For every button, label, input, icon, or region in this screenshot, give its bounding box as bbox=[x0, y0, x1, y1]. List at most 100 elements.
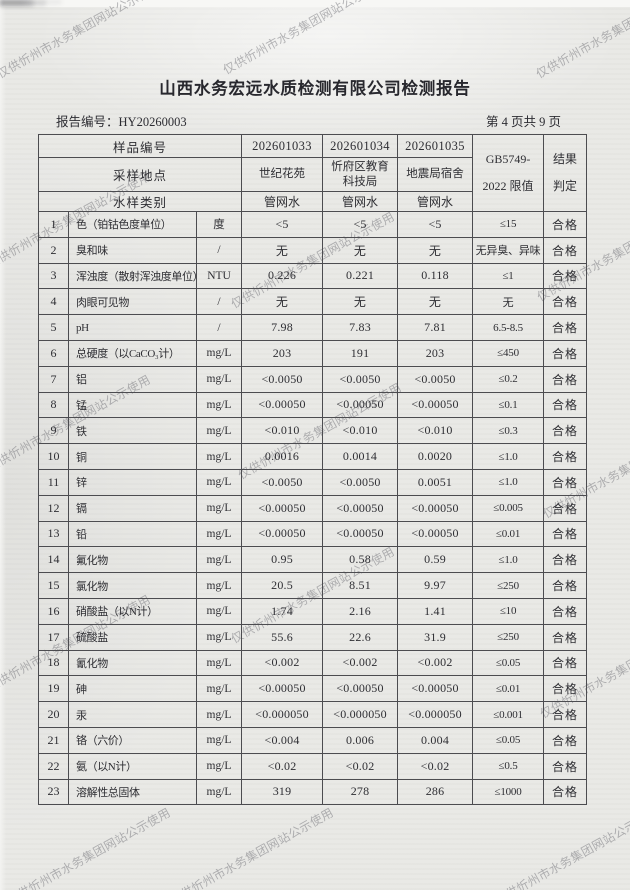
limit-value: ≤15 bbox=[472, 211, 545, 238]
sample2-value: <0.0050 bbox=[322, 468, 399, 496]
parameter-row: 3 浑浊度（散射浑浊度单位） NTU 0.226 0.221 0.118 ≤1 … bbox=[38, 262, 588, 290]
sample1-value: 203 bbox=[241, 339, 324, 367]
result-column-header: 结果 判定 bbox=[543, 134, 588, 212]
sample3-value: <0.00050 bbox=[397, 494, 474, 522]
result-value: 合格 bbox=[543, 417, 588, 445]
limit-value: ≤0.001 bbox=[472, 701, 545, 728]
result-header-line2: 判定 bbox=[553, 178, 578, 193]
sample3-value: <0.000050 bbox=[397, 701, 474, 728]
parameter-unit: mg/L bbox=[195, 597, 243, 625]
parameter-name: 锌 bbox=[68, 468, 197, 496]
scan-artifact bbox=[0, 0, 24, 5]
result-value: 合格 bbox=[543, 339, 588, 367]
row-number: 21 bbox=[38, 726, 69, 754]
limit-header-line2: 2022 限值 bbox=[482, 178, 534, 193]
parameter-name: 硝酸盐（以N计） bbox=[68, 597, 197, 625]
parameter-unit: / bbox=[195, 314, 243, 341]
result-value: 合格 bbox=[543, 236, 588, 264]
sample3-value: 7.81 bbox=[397, 314, 474, 341]
limit-value: ≤10 bbox=[472, 597, 545, 625]
limit-value: ≤0.01 bbox=[472, 520, 545, 548]
row-number: 12 bbox=[38, 494, 69, 522]
sample1-value: <0.02 bbox=[241, 752, 324, 780]
parameter-row: 6 总硬度（以CaCO₃计） mg/L 203 191 203 ≤450 合格 bbox=[38, 339, 588, 367]
parameter-unit: mg/L bbox=[195, 494, 243, 522]
parameter-row: 8 锰 mg/L <0.00050 <0.00050 <0.00050 ≤0.1… bbox=[38, 391, 588, 419]
sample3-value: 203 bbox=[397, 339, 474, 367]
water-type-label: 水样类别 bbox=[37, 191, 243, 212]
result-value: 合格 bbox=[543, 288, 588, 316]
result-value: 合格 bbox=[543, 726, 588, 754]
result-value: 合格 bbox=[543, 752, 588, 780]
limit-value: ≤1.0 bbox=[472, 468, 545, 496]
scan-edge-top bbox=[0, 0, 630, 7]
sample2-value: 无 bbox=[322, 288, 399, 316]
sample1-value: 319 bbox=[241, 778, 324, 806]
sample3-value: <0.0050 bbox=[397, 365, 474, 393]
parameter-name: pH bbox=[68, 314, 197, 341]
sample2-value: <5 bbox=[322, 211, 399, 238]
sample2-value: 7.83 bbox=[322, 314, 399, 341]
limit-value: ≤0.3 bbox=[472, 417, 545, 445]
parameter-name: 铁 bbox=[68, 417, 197, 445]
parameter-unit: mg/L bbox=[195, 365, 243, 393]
parameter-name: 溶解性总固体 bbox=[68, 778, 197, 806]
parameter-name: 铬（六价） bbox=[68, 726, 197, 754]
header-row-water-type: 水样类别 管网水 管网水 管网水 bbox=[37, 191, 587, 212]
header-row-sample-id: 样品编号 202601033 202601034 202601035 GB574… bbox=[37, 134, 588, 212]
result-value: 合格 bbox=[543, 211, 588, 238]
sample1-value: 7.98 bbox=[241, 314, 324, 341]
water-type-3: 管网水 bbox=[397, 191, 474, 212]
scan-artifact bbox=[0, 0, 30, 5]
result-value: 合格 bbox=[543, 623, 588, 651]
sample2-value: 0.006 bbox=[322, 726, 399, 754]
parameter-row: 5 pH / 7.98 7.83 7.81 6.5-8.5 合格 bbox=[38, 314, 588, 341]
row-number: 19 bbox=[38, 675, 69, 703]
parameter-row: 14 氟化物 mg/L 0.95 0.58 0.59 ≤1.0 合格 bbox=[38, 546, 588, 574]
parameter-name: 色（铂钴色度单位） bbox=[68, 211, 197, 238]
parameter-row: 20 汞 mg/L <0.000050 <0.000050 <0.000050 … bbox=[38, 701, 588, 728]
sample2-value: <0.00050 bbox=[322, 494, 399, 522]
row-number: 16 bbox=[38, 597, 69, 625]
location-1: 世纪花苑 bbox=[241, 157, 324, 192]
limit-value: ≤0.005 bbox=[472, 494, 545, 522]
sample2-value: 8.51 bbox=[322, 572, 399, 599]
row-number: 9 bbox=[38, 417, 69, 445]
row-number: 20 bbox=[38, 701, 69, 728]
limit-value: 无异臭、异味 bbox=[472, 236, 545, 264]
sample2-value: 22.6 bbox=[322, 623, 399, 651]
scan-edge-left bbox=[0, 0, 6, 890]
row-number: 10 bbox=[38, 443, 69, 470]
sample1-value: 无 bbox=[241, 288, 324, 316]
row-number: 15 bbox=[38, 572, 69, 599]
parameter-name: 氯化物 bbox=[68, 572, 197, 599]
result-value: 合格 bbox=[543, 314, 588, 341]
parameter-row: 7 铝 mg/L <0.0050 <0.0050 <0.0050 ≤0.2 合格 bbox=[38, 365, 588, 393]
sample1-value: <0.00050 bbox=[241, 494, 324, 522]
parameter-row: 19 砷 mg/L <0.00050 <0.00050 <0.00050 ≤0.… bbox=[38, 675, 588, 703]
sample1-value: <0.0050 bbox=[241, 468, 324, 496]
row-number: 22 bbox=[38, 752, 69, 780]
sample1-value: <0.00050 bbox=[241, 675, 324, 703]
parameter-name: 氨（以N计） bbox=[68, 752, 197, 780]
sample1-value: <5 bbox=[241, 211, 324, 238]
limit-column-header: GB5749- 2022 限值 bbox=[472, 134, 545, 212]
parameter-unit: mg/L bbox=[195, 572, 243, 599]
result-value: 合格 bbox=[543, 572, 588, 599]
sample1-value: <0.00050 bbox=[241, 520, 324, 548]
limit-value: ≤1.0 bbox=[472, 546, 545, 574]
results-tbody: 1 色（铂钴色度单位） 度 <5 <5 <5 ≤15 合格 2 臭和味 / 无 … bbox=[38, 211, 588, 806]
parameter-name: 氰化物 bbox=[68, 649, 197, 677]
parameter-unit: / bbox=[195, 236, 243, 264]
limit-header-line1: GB5749- bbox=[485, 152, 531, 167]
limit-value: ≤0.05 bbox=[472, 726, 545, 754]
report-number: 报告编号：HY20260003 bbox=[56, 111, 187, 130]
parameter-unit: mg/L bbox=[195, 623, 243, 651]
parameter-row: 17 硫酸盐 mg/L 55.6 22.6 31.9 ≤250 合格 bbox=[38, 623, 588, 651]
parameter-unit: mg/L bbox=[195, 778, 243, 806]
result-value: 合格 bbox=[543, 391, 588, 419]
sample1-value: 0.0016 bbox=[241, 443, 324, 470]
sample2-value: 0.0014 bbox=[322, 443, 399, 470]
parameter-unit: mg/L bbox=[195, 468, 243, 496]
